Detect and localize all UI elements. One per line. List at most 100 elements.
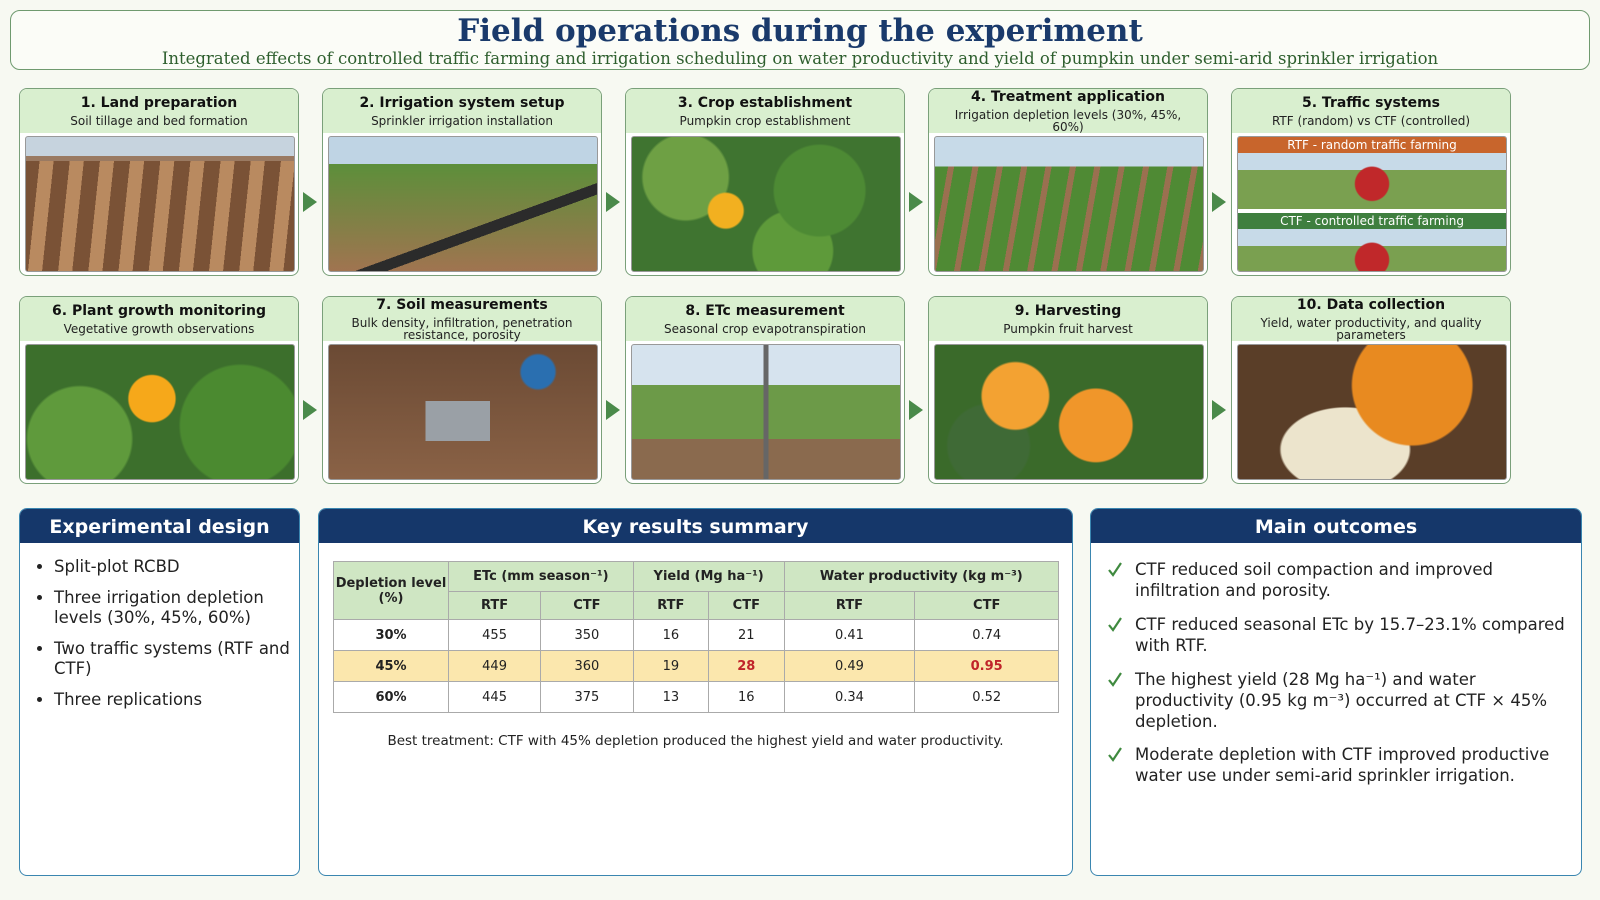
design-list: Split-plot RCBD Three irrigation depleti… bbox=[20, 557, 299, 710]
outcome-text: Moderate depletion with CTF improved pro… bbox=[1135, 745, 1550, 785]
outcome-item: Moderate depletion with CTF improved pro… bbox=[1108, 744, 1565, 786]
table-row: 45% 449 360 19 28 0.49 0.95 bbox=[333, 650, 1059, 682]
design-item: Three irrigation depletion levels (30%, … bbox=[54, 588, 299, 628]
step-card: 2. Irrigation system setup Sprinkler irri… bbox=[322, 88, 602, 276]
panel-title: Main outcomes bbox=[1091, 509, 1581, 543]
step-subtitle: Vegetative growth observations bbox=[63, 322, 255, 336]
photo bbox=[328, 136, 598, 272]
step-card: 7. Soil measurements Bulk density, infilt… bbox=[322, 296, 602, 484]
step-title: 10. Data collection bbox=[1296, 297, 1446, 313]
traffic-label: RTF - random traffic farming bbox=[1238, 137, 1506, 153]
check-mark bbox=[1108, 617, 1122, 632]
photo bbox=[25, 136, 295, 272]
step-card: 1. Land preparation Soil tillage and bed … bbox=[19, 88, 299, 276]
outcome-item: CTF reduced seasonal ETc by 15.7–23.1% c… bbox=[1108, 614, 1565, 656]
table-header: Yield (Mg ha⁻¹) bbox=[632, 561, 785, 592]
step-title: 1. Land preparation bbox=[80, 95, 238, 111]
table-cell: 60% bbox=[333, 681, 449, 713]
arrow bbox=[606, 192, 620, 212]
arrow-head bbox=[606, 400, 620, 420]
arrow-head bbox=[909, 400, 923, 420]
table-cell: 0.95 bbox=[914, 650, 1059, 682]
step-title: 3. Crop establishment bbox=[677, 95, 853, 111]
arrow-head bbox=[303, 400, 317, 420]
table-row: 30% 455 350 16 21 0.41 0.74 bbox=[333, 619, 1059, 651]
step-card: 6. Plant growth monitoring Vegetative gro… bbox=[19, 296, 299, 484]
photo bbox=[328, 344, 598, 480]
table-cell: 375 bbox=[540, 681, 634, 713]
check-mark bbox=[1108, 747, 1122, 762]
outcome-item: The highest yield (28 Mg ha⁻¹) and water… bbox=[1108, 669, 1565, 732]
traffic-label: CTF - controlled traffic farming bbox=[1238, 213, 1506, 229]
step-subtitle: Bulk density, infiltration, penetration … bbox=[351, 316, 573, 342]
arrow-head bbox=[1212, 400, 1226, 420]
table-cell: 0.52 bbox=[914, 681, 1059, 713]
step-card: 4. Treatment application Irrigation deple… bbox=[928, 88, 1208, 276]
step-subtitle: Irrigation depletion levels (30%, 45%, 6… bbox=[954, 108, 1182, 134]
step-header: 10. Data collection Yield, water producti… bbox=[1232, 297, 1510, 341]
photo bbox=[1237, 344, 1507, 480]
table-cell: 449 bbox=[447, 650, 542, 682]
panel-title: Experimental design bbox=[20, 509, 299, 543]
table-header: Depletion level (%) bbox=[333, 561, 449, 620]
results-table: Depletion level (%) ETc (mm season⁻¹) Yi… bbox=[333, 561, 1060, 713]
step-subtitle: Soil tillage and bed formation bbox=[70, 114, 248, 128]
photo bbox=[25, 344, 295, 480]
step-header: 6. Plant growth monitoring Vegetative gro… bbox=[20, 297, 298, 341]
photo bbox=[934, 136, 1204, 272]
title: Field operations during the experiment bbox=[457, 13, 1143, 49]
step-header: 2. Irrigation system setup Sprinkler irri… bbox=[323, 89, 601, 133]
design-item: Two traffic systems (RTF and CTF) bbox=[54, 639, 299, 679]
table-row: 60% 445 375 13 16 0.34 0.52 bbox=[333, 681, 1059, 713]
table-cell: 16 bbox=[708, 681, 785, 713]
design-panel: Experimental design Split-plot RCBD Thre… bbox=[19, 508, 300, 876]
check-icon bbox=[1108, 747, 1122, 762]
table-cell: 0.49 bbox=[783, 650, 916, 682]
step-card: 9. Harvesting Pumpkin fruit harvest bbox=[928, 296, 1208, 484]
step-card: 5. Traffic systems RTF (random) vs CTF (c… bbox=[1231, 88, 1511, 276]
header: Field operations during the experiment I… bbox=[10, 10, 1590, 70]
step-header: 7. Soil measurements Bulk density, infilt… bbox=[323, 297, 601, 341]
outcome-text: The highest yield (28 Mg ha⁻¹) and water… bbox=[1135, 670, 1548, 731]
step-header: 4. Treatment application Irrigation deple… bbox=[929, 89, 1207, 133]
table-cell: 0.74 bbox=[914, 619, 1059, 651]
table-cell: 30% bbox=[333, 619, 449, 651]
step-subtitle: Yield, water productivity, and quality p… bbox=[1260, 316, 1482, 342]
check-icon bbox=[1108, 672, 1122, 687]
table-header: ETc (mm season⁻¹) bbox=[448, 561, 634, 592]
results-note: Best treatment: CTF with 45% depletion p… bbox=[387, 733, 1004, 749]
table-subheader: CTF bbox=[708, 591, 785, 620]
check-mark bbox=[1108, 562, 1122, 577]
arrow bbox=[606, 400, 620, 420]
table-cell: 21 bbox=[708, 619, 785, 651]
step-card: 3. Crop establishment Pumpkin crop establ… bbox=[625, 88, 905, 276]
step-card: 10. Data collection Yield, water producti… bbox=[1231, 296, 1511, 484]
photo: RTF - random traffic farming CTF - contro… bbox=[1237, 136, 1507, 272]
arrow bbox=[909, 400, 923, 420]
table-cell: 45% bbox=[333, 650, 449, 682]
step-header: 5. Traffic systems RTF (random) vs CTF (c… bbox=[1232, 89, 1510, 133]
step-title: 8. ETc measurement bbox=[685, 303, 845, 319]
table-cell: 0.34 bbox=[783, 681, 916, 713]
step-subtitle: Pumpkin fruit harvest bbox=[1003, 322, 1133, 336]
arrow bbox=[303, 192, 317, 212]
arrow-head bbox=[909, 192, 923, 212]
step-title: 9. Harvesting bbox=[1014, 303, 1122, 319]
table-subheader: RTF bbox=[632, 591, 710, 620]
arrow bbox=[909, 192, 923, 212]
table-cell: 445 bbox=[447, 681, 542, 713]
outcome-item: CTF reduced soil compaction and improved… bbox=[1108, 559, 1565, 601]
table-subheader: RTF bbox=[783, 591, 916, 620]
step-subtitle: RTF (random) vs CTF (controlled) bbox=[1271, 114, 1471, 128]
step-title: 4. Treatment application bbox=[970, 89, 1165, 105]
step-header: 1. Land preparation Soil tillage and bed … bbox=[20, 89, 298, 133]
photo bbox=[631, 344, 901, 480]
photo bbox=[631, 136, 901, 272]
outcome-text: CTF reduced soil compaction and improved… bbox=[1135, 560, 1493, 600]
table-header: Water productivity (kg m⁻³) bbox=[783, 561, 1060, 592]
step-title: 6. Plant growth monitoring bbox=[52, 303, 266, 319]
step-title: 2. Irrigation system setup bbox=[359, 95, 565, 111]
results-panel: Key results summary Depletion level (%) … bbox=[318, 508, 1073, 876]
